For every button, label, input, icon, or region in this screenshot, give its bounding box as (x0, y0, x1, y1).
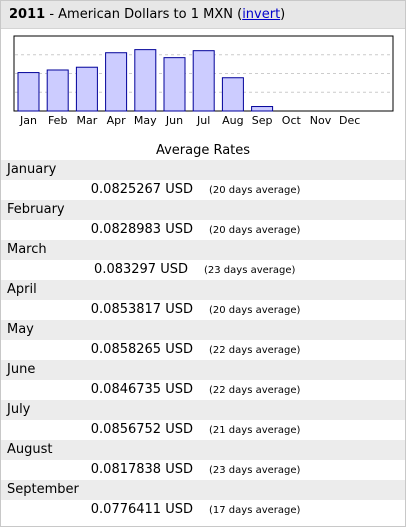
bar-feb[interactable] (46, 69, 69, 112)
rate-value-row: 0.0817838 USD (23 days average) (1, 460, 405, 480)
month-row-august: August (1, 440, 405, 460)
month-tick-aug: Aug (222, 114, 243, 127)
month-tick-mar: Mar (77, 114, 98, 127)
year-label: 2011 (9, 7, 46, 22)
month-row-september: September (1, 480, 405, 500)
rate-value: 0.0856752 USD (90, 422, 193, 437)
rate-value: 0.083297 USD (94, 262, 188, 277)
average-days-note: (22 days average) (209, 385, 301, 396)
month-row-march: March (1, 240, 405, 260)
rate-value-row: 0.0828983 USD (20 days average) (1, 220, 405, 240)
rate-value-row: 0.0856752 USD (21 days average) (1, 420, 405, 440)
rate-value: 0.0853817 USD (90, 302, 193, 317)
month-tick-nov: Nov (310, 114, 332, 127)
average-days-note: (17 days average) (209, 505, 301, 516)
bar-sep[interactable] (251, 106, 274, 112)
rate-value: 0.0817838 USD (90, 462, 193, 477)
month-tick-dec: Dec (339, 114, 360, 127)
invert-link[interactable]: invert (242, 7, 281, 22)
month-row-january: January (1, 160, 405, 180)
rate-value: 0.0846735 USD (90, 382, 193, 397)
month-row-february: February (1, 200, 405, 220)
rate-value-row: 0.0825267 USD (20 days average) (1, 180, 405, 200)
bar-mar[interactable] (75, 66, 98, 112)
rate-value-row: 0.083297 USD (23 days average) (1, 260, 405, 280)
rate-value-row: 0.0858265 USD (22 days average) (1, 340, 405, 360)
chart-svg: Jan Feb Mar Apr May Jun Jul Aug Sep Oct Nov Dec (13, 35, 394, 127)
rate-value: 0.0858265 USD (90, 342, 193, 357)
month-row-may: May (1, 320, 405, 340)
month-tick-may: May (134, 114, 157, 127)
rate-value: 0.0828983 USD (90, 222, 193, 237)
month-tick-apr: Apr (107, 114, 127, 127)
section-title: Average Rates (155, 143, 251, 158)
rate-value: 0.0776411 USD (90, 502, 193, 517)
month-tick-jun: Jun (165, 114, 183, 127)
average-days-note: (20 days average) (209, 185, 301, 196)
rate-value-row: 0.0846735 USD (22 days average) (1, 380, 405, 400)
rate-value: 0.0825267 USD (90, 182, 193, 197)
month-tick-jul: Jul (196, 114, 210, 127)
rate-value-row: 0.0776411 USD (17 days average) (1, 500, 405, 520)
month-tick-oct: Oct (282, 114, 302, 127)
month-row-july: July (1, 400, 405, 420)
title-text: - American Dollars to 1 MXN ( (45, 7, 243, 22)
average-days-note: (23 days average) (209, 465, 301, 476)
panel-header: 2011 - American Dollars to 1 MXN (invert… (1, 1, 405, 29)
average-days-note: (21 days average) (209, 425, 301, 436)
bar-jun[interactable] (163, 57, 186, 112)
title-close-paren: ) (280, 7, 286, 22)
rates-list: January 0.0825267 USD (20 days average) Feb… (1, 160, 405, 520)
month-row-april: April (1, 280, 405, 300)
page-title: 2011 - American Dollars to 1 MXN (invert… (9, 7, 285, 22)
bar-aug[interactable] (221, 77, 244, 112)
rate-value-row: 0.0853817 USD (20 days average) (1, 300, 405, 320)
average-days-note: (22 days average) (209, 345, 301, 356)
bar-may[interactable] (134, 49, 157, 112)
bar-apr[interactable] (105, 52, 128, 112)
average-days-note: (20 days average) (209, 305, 301, 316)
month-tick-feb: Feb (48, 114, 67, 127)
bar-jul[interactable] (192, 50, 215, 112)
monthly-rate-chart: Jan Feb Mar Apr May Jun Jul Aug Sep Oct Nov Dec (1, 31, 405, 131)
month-row-june: June (1, 360, 405, 380)
bar-jan[interactable] (17, 72, 40, 112)
average-days-note: (23 days average) (204, 265, 296, 276)
month-tick-sep: Sep (252, 114, 273, 127)
average-days-note: (20 days average) (209, 225, 301, 236)
month-tick-jan: Jan (19, 114, 37, 127)
